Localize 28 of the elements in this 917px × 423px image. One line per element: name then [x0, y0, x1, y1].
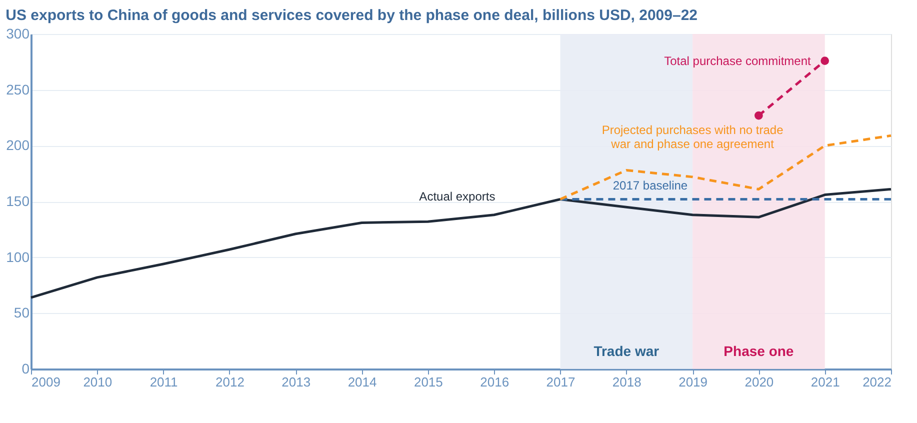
- band-label: Phase one: [724, 343, 794, 359]
- y-tick-label: 250: [6, 81, 30, 98]
- x-tick-label: 2014: [348, 374, 377, 390]
- x-tick-label: 2013: [282, 374, 311, 390]
- y-tick-label: 100: [6, 248, 30, 265]
- y-tick-label: 150: [6, 193, 30, 209]
- x-tick-label: 2017: [546, 374, 576, 390]
- x-tick-label: 2019: [678, 374, 708, 390]
- x-tick-label: 2011: [150, 374, 178, 390]
- x-tick-label: 2009: [32, 374, 60, 390]
- y-tick-label: 0: [22, 360, 30, 376]
- series-label: Actual exports: [419, 189, 496, 204]
- chart-title: US exports to China of goods and services covered by the phase one deal, billions USD, 2009–22: [6, 7, 698, 24]
- x-tick-label: 2010: [83, 374, 112, 390]
- x-tick-label: 2016: [480, 374, 510, 390]
- series-label: Projected purchases with no trade war and phase one agreement: [602, 122, 784, 151]
- x-tick-label: 2021: [810, 374, 840, 390]
- x-tick-label: 2020: [744, 374, 774, 390]
- y-tick-label: 50: [14, 304, 30, 321]
- y-tick-label: 300: [6, 26, 30, 42]
- x-tick-label: 2022: [862, 374, 892, 390]
- series-label: 2017 baseline: [612, 178, 688, 192]
- x-tick-label: 2012: [216, 374, 244, 390]
- x-tick-label: 2015: [414, 374, 443, 390]
- y-tick-label: 200: [6, 137, 30, 154]
- series-label: Total purchase commitment: [664, 54, 812, 68]
- x-tick-label: 2018: [612, 374, 642, 390]
- band-label: Trade war: [594, 343, 660, 359]
